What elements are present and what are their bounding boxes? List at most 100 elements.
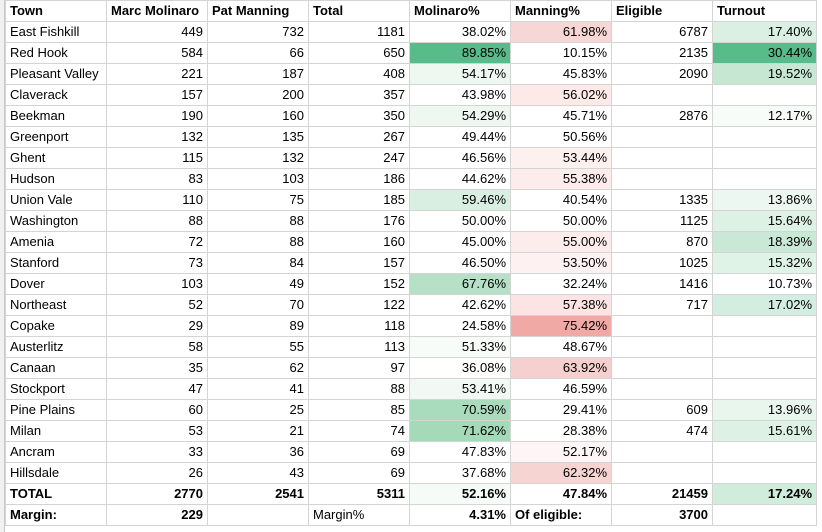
cell-turnout[interactable]: 19.52% bbox=[712, 63, 817, 85]
cell-manning-votes[interactable]: 36 bbox=[207, 441, 309, 463]
cell-manning-votes[interactable]: 88 bbox=[207, 231, 309, 253]
cell-eligible[interactable]: 474 bbox=[611, 420, 713, 442]
cell-manning-pct[interactable]: 75.42% bbox=[510, 315, 612, 337]
cell-molinaro-votes[interactable]: 132 bbox=[106, 126, 208, 148]
cell-total[interactable]: 185 bbox=[308, 189, 410, 211]
cell-molinaro-pct[interactable]: 49.44% bbox=[409, 126, 511, 148]
header-cell-total[interactable]: Total bbox=[308, 0, 410, 22]
cell-molinaro-votes[interactable]: 2770 bbox=[106, 483, 208, 505]
cell-eligible[interactable] bbox=[611, 462, 713, 484]
cell-manning-pct[interactable]: 61.98% bbox=[510, 21, 612, 43]
cell-manning-votes[interactable]: 103 bbox=[207, 168, 309, 190]
cell-manning-pct[interactable]: 29.41% bbox=[510, 399, 612, 421]
cell-of-eligible-value[interactable]: 3700 bbox=[611, 504, 713, 526]
cell-town[interactable]: Stanford bbox=[5, 252, 107, 274]
cell-turnout[interactable] bbox=[712, 441, 817, 463]
cell-total[interactable]: 247 bbox=[308, 147, 410, 169]
cell-total[interactable]: 357 bbox=[308, 84, 410, 106]
cell-eligible[interactable] bbox=[611, 315, 713, 337]
cell-eligible[interactable]: 2135 bbox=[611, 42, 713, 64]
cell-molinaro-votes[interactable]: 52 bbox=[106, 294, 208, 316]
cell-molinaro-pct[interactable]: 51.33% bbox=[409, 336, 511, 358]
cell-molinaro-votes[interactable]: 33 bbox=[106, 441, 208, 463]
cell-manning-votes[interactable]: 2541 bbox=[207, 483, 309, 505]
cell-total[interactable]: 69 bbox=[308, 462, 410, 484]
cell-molinaro-pct[interactable]: 37.68% bbox=[409, 462, 511, 484]
cell-margin-label[interactable]: Margin: bbox=[5, 504, 107, 526]
cell-total[interactable]: 157 bbox=[308, 252, 410, 274]
cell-turnout[interactable] bbox=[712, 462, 817, 484]
cell-town[interactable]: Austerlitz bbox=[5, 336, 107, 358]
cell-total[interactable]: 350 bbox=[308, 105, 410, 127]
cell-manning-pct[interactable]: 48.67% bbox=[510, 336, 612, 358]
cell-of-eligible-label[interactable]: Of eligible: bbox=[510, 504, 612, 526]
cell-molinaro-votes[interactable]: 83 bbox=[106, 168, 208, 190]
cell-empty[interactable] bbox=[207, 504, 309, 526]
cell-turnout[interactable]: 17.40% bbox=[712, 21, 817, 43]
cell-manning-votes[interactable]: 88 bbox=[207, 210, 309, 232]
cell-total[interactable]: 650 bbox=[308, 42, 410, 64]
cell-molinaro-pct[interactable]: 38.02% bbox=[409, 21, 511, 43]
cell-molinaro-pct[interactable]: 89.85% bbox=[409, 42, 511, 64]
cell-molinaro-pct[interactable]: 36.08% bbox=[409, 357, 511, 379]
header-cell-molinaro-pct[interactable]: Molinaro% bbox=[409, 0, 511, 22]
cell-manning-pct[interactable]: 52.17% bbox=[510, 441, 612, 463]
cell-total[interactable]: 88 bbox=[308, 378, 410, 400]
cell-eligible[interactable] bbox=[611, 378, 713, 400]
cell-manning-pct[interactable]: 55.00% bbox=[510, 231, 612, 253]
cell-molinaro-pct[interactable]: 53.41% bbox=[409, 378, 511, 400]
cell-manning-votes[interactable]: 21 bbox=[207, 420, 309, 442]
cell-total[interactable]: 267 bbox=[308, 126, 410, 148]
cell-manning-votes[interactable]: 70 bbox=[207, 294, 309, 316]
cell-manning-votes[interactable]: 187 bbox=[207, 63, 309, 85]
cell-manning-votes[interactable]: 49 bbox=[207, 273, 309, 295]
cell-molinaro-votes[interactable]: 110 bbox=[106, 189, 208, 211]
cell-margin-pct-label[interactable]: Margin% bbox=[308, 504, 410, 526]
cell-town[interactable]: Milan bbox=[5, 420, 107, 442]
cell-total[interactable]: 186 bbox=[308, 168, 410, 190]
cell-total[interactable]: 152 bbox=[308, 273, 410, 295]
cell-manning-pct[interactable]: 55.38% bbox=[510, 168, 612, 190]
cell-molinaro-pct[interactable]: 46.50% bbox=[409, 252, 511, 274]
cell-town[interactable]: Hillsdale bbox=[5, 462, 107, 484]
cell-turnout[interactable] bbox=[712, 315, 817, 337]
cell-molinaro-pct[interactable]: 46.56% bbox=[409, 147, 511, 169]
cell-manning-pct[interactable]: 45.83% bbox=[510, 63, 612, 85]
cell-molinaro-pct[interactable]: 71.62% bbox=[409, 420, 511, 442]
cell-empty[interactable] bbox=[712, 504, 817, 526]
cell-molinaro-votes[interactable]: 190 bbox=[106, 105, 208, 127]
cell-molinaro-votes[interactable]: 103 bbox=[106, 273, 208, 295]
cell-manning-pct[interactable]: 56.02% bbox=[510, 84, 612, 106]
cell-molinaro-pct[interactable]: 52.16% bbox=[409, 483, 511, 505]
cell-manning-pct[interactable]: 46.59% bbox=[510, 378, 612, 400]
cell-molinaro-votes[interactable]: 35 bbox=[106, 357, 208, 379]
cell-turnout[interactable]: 17.24% bbox=[712, 483, 817, 505]
cell-manning-pct[interactable]: 50.00% bbox=[510, 210, 612, 232]
cell-turnout[interactable] bbox=[712, 147, 817, 169]
cell-molinaro-pct[interactable]: 50.00% bbox=[409, 210, 511, 232]
cell-molinaro-votes[interactable]: 584 bbox=[106, 42, 208, 64]
cell-turnout[interactable]: 13.96% bbox=[712, 399, 817, 421]
cell-manning-votes[interactable]: 62 bbox=[207, 357, 309, 379]
cell-eligible[interactable]: 609 bbox=[611, 399, 713, 421]
cell-molinaro-pct[interactable]: 43.98% bbox=[409, 84, 511, 106]
cell-molinaro-votes[interactable]: 26 bbox=[106, 462, 208, 484]
cell-turnout[interactable] bbox=[712, 84, 817, 106]
cell-town[interactable]: TOTAL bbox=[5, 483, 107, 505]
cell-manning-pct[interactable]: 28.38% bbox=[510, 420, 612, 442]
cell-total[interactable]: 122 bbox=[308, 294, 410, 316]
cell-eligible[interactable] bbox=[611, 126, 713, 148]
header-cell-town[interactable]: Town bbox=[5, 0, 107, 22]
cell-town[interactable]: Dover bbox=[5, 273, 107, 295]
cell-total[interactable]: 69 bbox=[308, 441, 410, 463]
cell-manning-pct[interactable]: 63.92% bbox=[510, 357, 612, 379]
cell-molinaro-votes[interactable]: 53 bbox=[106, 420, 208, 442]
cell-manning-pct[interactable]: 53.50% bbox=[510, 252, 612, 274]
cell-town[interactable]: Red Hook bbox=[5, 42, 107, 64]
cell-manning-pct[interactable]: 62.32% bbox=[510, 462, 612, 484]
cell-manning-votes[interactable]: 84 bbox=[207, 252, 309, 274]
cell-molinaro-votes[interactable]: 449 bbox=[106, 21, 208, 43]
cell-town[interactable]: East Fishkill bbox=[5, 21, 107, 43]
cell-molinaro-votes[interactable]: 29 bbox=[106, 315, 208, 337]
cell-total[interactable]: 118 bbox=[308, 315, 410, 337]
